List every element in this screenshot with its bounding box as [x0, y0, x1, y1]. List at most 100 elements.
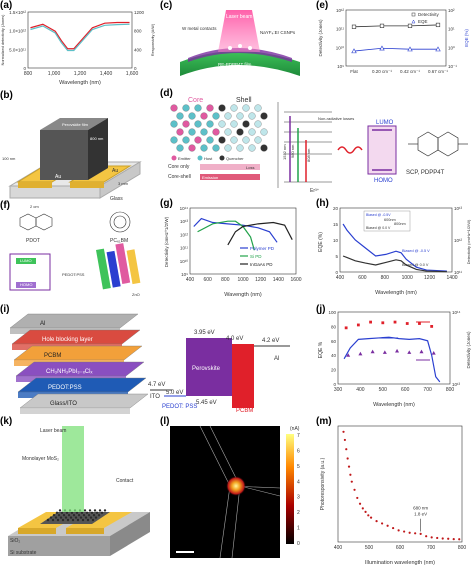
k-laser: Laser beam: [40, 428, 66, 434]
j-ytick-3: 40: [331, 353, 337, 358]
d-host: Host: [204, 156, 213, 161]
g-xtick-0: 400: [186, 277, 195, 283]
a-ytick-0: 1.5×10¹²: [9, 10, 26, 15]
i-perov: Perovskite: [192, 366, 221, 372]
g-series-0: [193, 217, 278, 243]
d-atom-3-6: [248, 128, 256, 136]
m-pt-29: [458, 538, 461, 541]
f-zno: ZnO: [132, 292, 140, 297]
h-xtick-3: 1000: [402, 275, 413, 281]
j-pt-red-0: [344, 326, 348, 330]
m-ann-0: 680 nm: [413, 506, 428, 511]
d-lumo: LUMO: [376, 120, 394, 126]
l-tick-6: 1: [297, 526, 300, 532]
j-pt-purple-0: [346, 353, 351, 357]
panel-k: (k) Laser beam Monolayer MoS₂ Contact Si…: [0, 416, 158, 569]
h-xtick-1: 600: [358, 275, 367, 281]
d-mol: SCP, PDPP4T: [406, 170, 445, 176]
chart-e: Flat 0.20 cm⁻¹ 0.42 cm⁻¹ 0.67 cm⁻¹ 10¹² 10¹¹ 1…: [318, 8, 469, 74]
j-pt-red-2: [369, 320, 372, 324]
i-layer-label-0: Al: [40, 321, 45, 327]
device-schematic-b: Au Au Glass 100 nm 800 nm 2 cm 3 mm Pero…: [2, 118, 142, 209]
a-ylabel-right: Responsivity (A/W): [151, 23, 155, 56]
j-xtick-2: 500: [379, 387, 388, 393]
h-inset: [363, 210, 411, 232]
a-ylabel-left: Normalized detectivity (Jones): [1, 14, 5, 66]
k-dot-3-5: [80, 511, 84, 514]
a-xtick-1: 1,000: [48, 71, 61, 77]
k-dot-2-9: [97, 514, 101, 517]
k-dot-3-2: [65, 511, 69, 514]
device-schematic-c: Laser beam W metal contacts NaYF₄:Er CSN…: [180, 10, 300, 76]
e-ytick-2: 10¹⁰: [336, 45, 345, 50]
h-series-0: [342, 223, 447, 272]
a-ytick-1: 1.0×10¹²: [9, 29, 26, 34]
m-pt-17: [392, 526, 395, 530]
d-e2: 980 nm: [290, 144, 295, 158]
m-pt-22: [419, 532, 422, 535]
i-layer-top-4: [17, 377, 147, 393]
j-xtick-0: 300: [334, 387, 343, 393]
k-contact: Contact: [116, 478, 134, 484]
panel-b: (b) Au Au Glass 100 nm 800 nm 2 cm 3 mm …: [0, 90, 158, 220]
panel-h-label: (h): [316, 198, 329, 209]
j-pt-purple-4: [395, 348, 400, 353]
d-atom-4-6: [242, 136, 250, 144]
m-pt-15: [380, 522, 384, 525]
j-ylabel-right: Detectivity (Jones): [466, 331, 471, 369]
panel-i: (i) Al Hole blocking layer PCBM CH₃NH₃PbI₃₋…: [0, 304, 314, 414]
d-nonrad: Non-radiative losses: [318, 116, 354, 121]
m-pt-2: [345, 448, 348, 451]
e-point-0-3: [435, 22, 441, 28]
k-dot-0-7: [81, 518, 85, 522]
g-xtick-2: 800: [221, 277, 230, 283]
m-pt-27: [447, 537, 450, 540]
g-legend-2: InGaAs PD: [250, 262, 273, 267]
j-ytickr-0: 10¹⁴: [452, 310, 461, 315]
d-atom-4-0: [170, 136, 178, 144]
h-xtick-2: 800: [381, 275, 390, 281]
k-dot-2-0: [52, 514, 56, 517]
i-layer-label-3: CH₃NH₃PbI₃₋ₓClₓ: [46, 369, 92, 375]
b-3mm: 3 mm: [118, 181, 129, 186]
d-atom-5-6: [248, 144, 256, 152]
i-layer-front-5: [20, 408, 130, 414]
panel-e-label: (e): [316, 0, 329, 11]
c-laser: Laser beam: [226, 14, 252, 20]
a-xtick-3: 1,400: [100, 71, 113, 77]
g-ylabel: Detectivity (cmHz^1/2/W): [164, 216, 169, 267]
e-ytickr-3: 10⁻¹: [448, 64, 457, 69]
a-ytick-2: 5.0×10¹¹: [9, 47, 26, 52]
m-pt-11: [364, 510, 367, 513]
k-dot-3-3: [70, 511, 74, 514]
k-dot-2-7: [87, 514, 91, 517]
b-au-label: Au: [112, 168, 118, 174]
g-ytick-2: 10¹²: [180, 232, 189, 237]
panel-g-label: (g): [160, 198, 173, 209]
j-pt-purple-5: [407, 350, 412, 354]
d-atom-1-7: [260, 112, 268, 120]
h-ann-2: 600nm: [384, 218, 396, 222]
d-atom-3-3: [212, 128, 220, 136]
i-e50: 5.0 eV: [166, 390, 183, 396]
j-pt-red-5: [405, 322, 409, 325]
e-ytick-0: 10¹²: [336, 8, 345, 13]
k-dot-4-7: [93, 509, 97, 512]
i-e42: 4.2 eV: [262, 338, 279, 344]
m-pt-24: [430, 536, 433, 539]
j-ytick-0: 100: [328, 310, 336, 315]
chart-h: 400 600 800 1000 1200 1400 20 15 10 5 0 10¹³ 10¹² 10¹…: [318, 206, 471, 296]
g-xtick-5: 1400: [273, 277, 284, 283]
m-pt-0: [342, 430, 345, 433]
k-dot-3-7: [90, 511, 94, 514]
i-layer-label-2: PCBM: [44, 353, 61, 359]
chart-j: 300 400 500 600 700 800 100 80 60 40 20 0 10¹⁴ 10¹³ Wa…: [318, 310, 471, 408]
a-series-1: [30, 23, 130, 52]
k-dot-3-4: [75, 511, 79, 514]
j-pt-purple-6: [419, 349, 424, 354]
panel-m: (m) 400 500 600 700 800 Illumination waveleng…: [316, 416, 474, 569]
d-atom-1-0: [176, 112, 184, 120]
device-schematic-k: Laser beam Monolayer MoS₂ Contact SiO₂ S…: [8, 426, 150, 556]
m-xlabel: Illumination wavelength (nm): [365, 560, 435, 566]
